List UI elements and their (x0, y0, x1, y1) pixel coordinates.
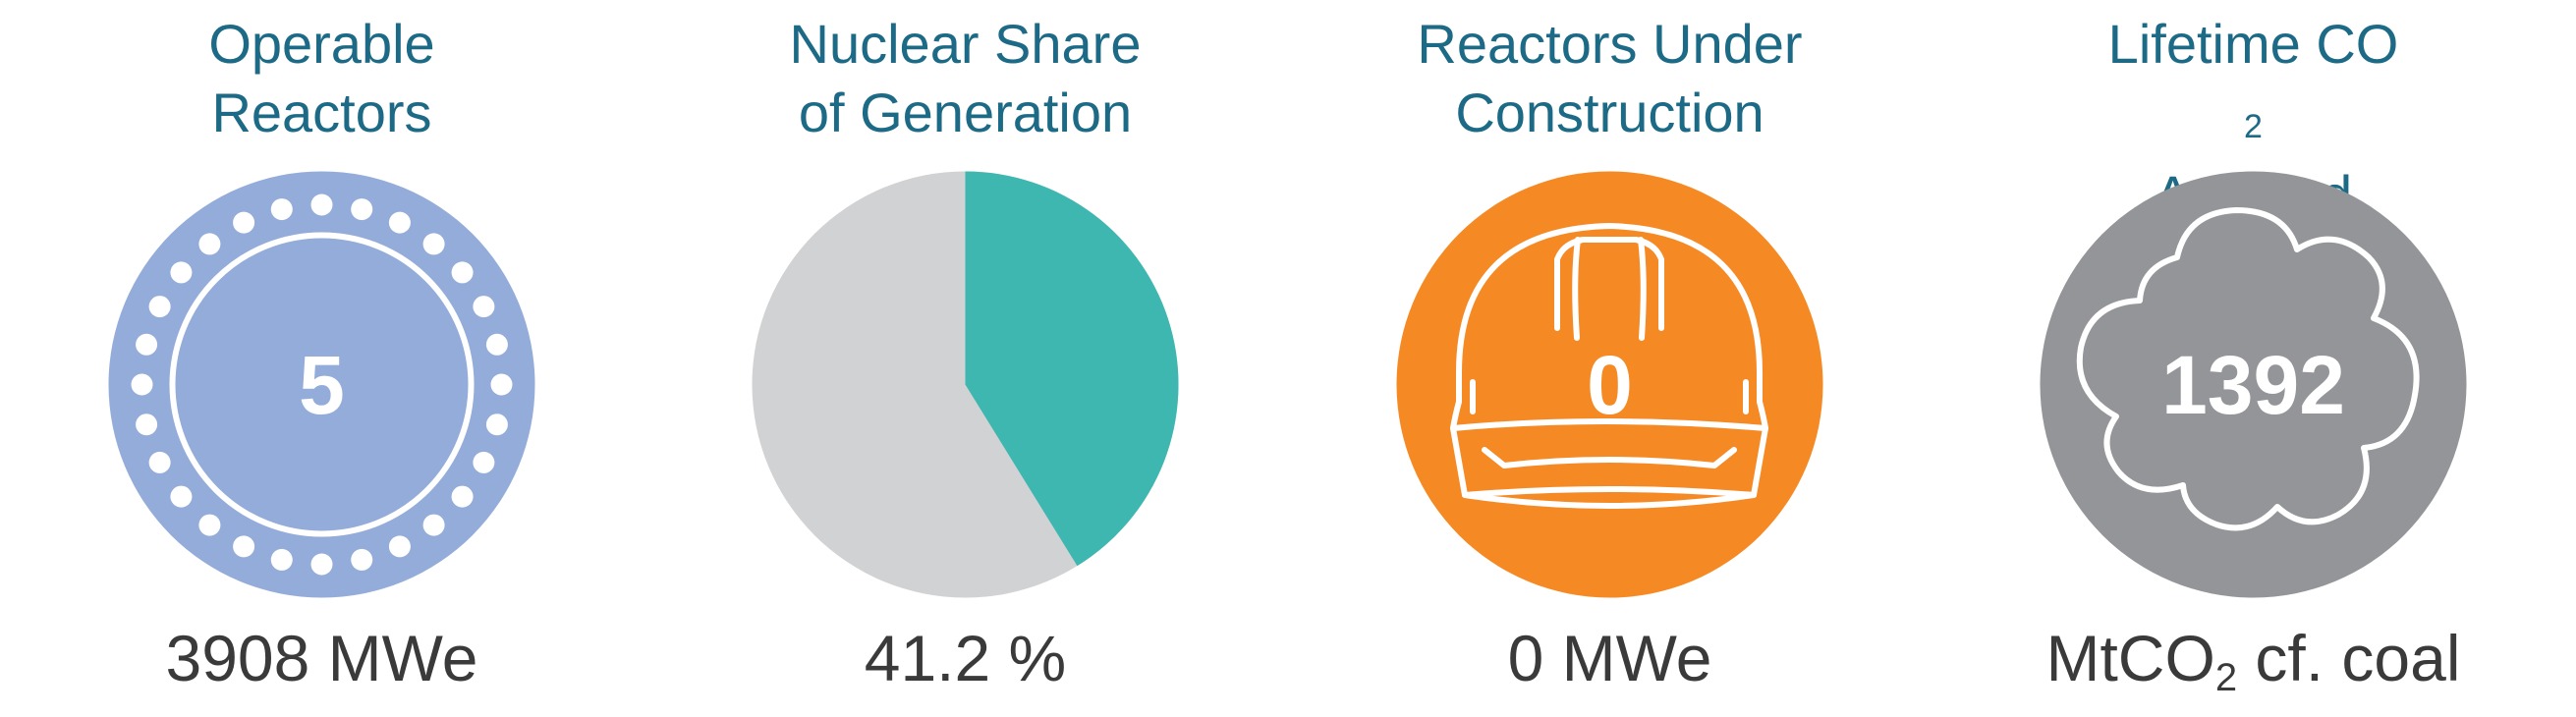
reactor-ring-dot (198, 514, 221, 536)
reactor-ring-dot (136, 414, 158, 436)
nuclear-share-title: Nuclear Share of Generation (789, 13, 1142, 143)
co2-avoided-value: 1392 (2161, 339, 2345, 431)
reactor-ring-dot (351, 198, 373, 221)
operable-reactors-capacity: 3908 MWe (165, 622, 478, 694)
reactor-ring-dot (388, 211, 411, 234)
reactor-ring-dot (136, 333, 158, 356)
reactor-ring-dot (148, 451, 171, 473)
hard-hat-icon: 0 (1396, 171, 1823, 598)
pie-nuclear-slice (965, 171, 1179, 567)
operable-reactors-title: Operable Reactors (208, 13, 435, 143)
reactor-ring-dot (310, 553, 333, 576)
reactor-ring-dot (310, 193, 333, 216)
under-construction-capacity: 0 MWe (1507, 622, 1712, 694)
under-construction-count: 0 (1587, 339, 1633, 431)
reactor-ring-dot (170, 485, 193, 508)
reactor-ring-dot (351, 548, 373, 571)
nuclear-share-pie (752, 171, 1179, 598)
reactor-ring-dot (485, 333, 508, 356)
reactor-ring-dot (490, 373, 513, 396)
operable-reactors-panel: Operable Reactors 5 3908 MWe (0, 0, 644, 713)
reactor-ring-dot (148, 296, 171, 318)
reactor-ring-dot (422, 514, 445, 536)
reactor-ring-dot (131, 373, 153, 396)
reactor-ring-dot (388, 535, 411, 558)
reactor-ring-dot (233, 535, 255, 558)
reactor-ring-dot (451, 261, 474, 284)
reactor-ring-dot (270, 198, 293, 221)
reactor-ring-dot (270, 548, 293, 571)
reactor-ring-dot (485, 414, 508, 436)
nuclear-share-panel: Nuclear Share of Generation 41.2 % (644, 0, 1287, 713)
reactor-ring-dot (473, 296, 495, 318)
under-construction-panel: Reactors Under Construction 0 0 MWe (1288, 0, 1932, 713)
reactor-ring-dot (198, 233, 221, 255)
co2-avoided-unit: MtCO2 cf. coal (2045, 622, 2461, 699)
cloud-icon: 1392 (2040, 171, 2467, 598)
operable-reactors-count: 5 (299, 339, 345, 431)
reactor-ring-dot (170, 261, 193, 284)
reactor-ring-dot (473, 451, 495, 473)
reactor-ring-dot (451, 485, 474, 508)
co2-avoided-panel: Lifetime CO2 Avoided 1392 MtCO2 cf. coal (1932, 0, 2575, 713)
reactor-ring-icon: 5 (108, 171, 535, 598)
reactor-ring-dot (233, 211, 255, 234)
under-construction-title: Reactors Under Construction (1417, 13, 1803, 143)
nuclear-share-value: 41.2 % (864, 622, 1067, 694)
reactor-ring-dot (422, 233, 445, 255)
